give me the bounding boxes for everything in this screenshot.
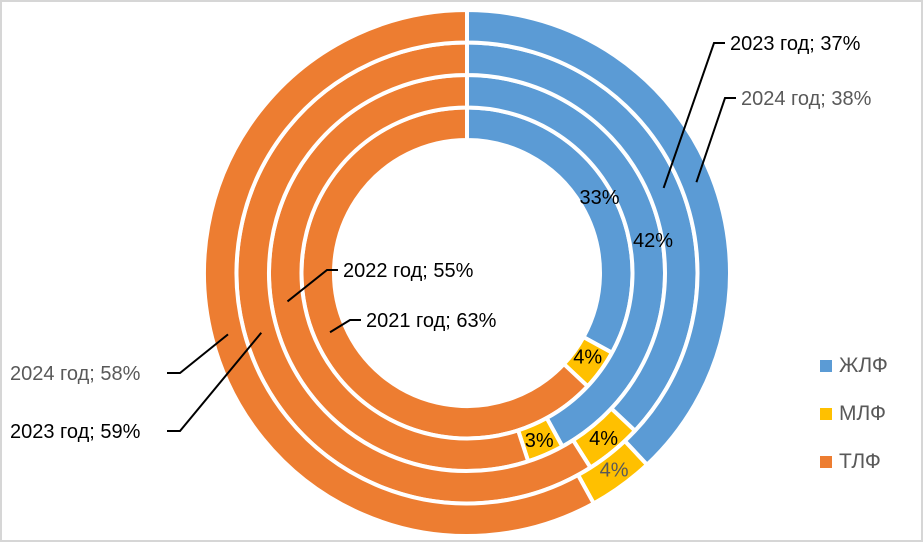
data-label-inside: 3% — [525, 430, 554, 452]
data-label-callout: 2024 год; 38% — [741, 88, 872, 110]
leader-line — [329, 319, 361, 334]
ring-2024 — [202, 8, 733, 538]
legend-item-mlf[interactable]: МЛФ — [820, 402, 888, 426]
legend-swatch-mlf-icon — [820, 408, 832, 420]
legend-label-tlf: ТЛФ — [839, 450, 881, 473]
segment-2024-ТЛФ[interactable] — [202, 8, 596, 538]
leader-line — [167, 332, 263, 432]
legend-label-zhlf: ЖЛФ — [839, 354, 888, 377]
data-label-callout: 2021 год; 63% — [366, 310, 497, 332]
legend-item-tlf[interactable]: ТЛФ — [820, 450, 888, 474]
leader-line — [286, 269, 338, 303]
data-label-callout: 2023 год; 37% — [730, 33, 861, 55]
data-label-inside: 4% — [589, 428, 618, 450]
legend-item-zhlf[interactable]: ЖЛФ — [820, 354, 888, 378]
data-label-inside: 42% — [633, 230, 673, 252]
leader-line — [695, 97, 736, 183]
data-label-callout: 2024 год; 58% — [10, 363, 141, 385]
legend-swatch-tlf-icon — [820, 456, 832, 468]
legend-label-mlf: МЛФ — [839, 402, 887, 425]
legend-swatch-zhlf-icon — [820, 360, 832, 372]
leader-line — [167, 333, 229, 374]
leader-line — [662, 42, 725, 189]
data-label-callout: 2022 год; 55% — [343, 260, 474, 282]
chart-legend: ЖЛФ МЛФ ТЛФ — [820, 354, 888, 498]
data-label-inside: 4% — [600, 460, 629, 482]
data-label-callout: 2023 год; 59% — [10, 421, 141, 443]
data-label-inside: 4% — [573, 347, 602, 369]
data-label-inside: 33% — [579, 187, 619, 209]
